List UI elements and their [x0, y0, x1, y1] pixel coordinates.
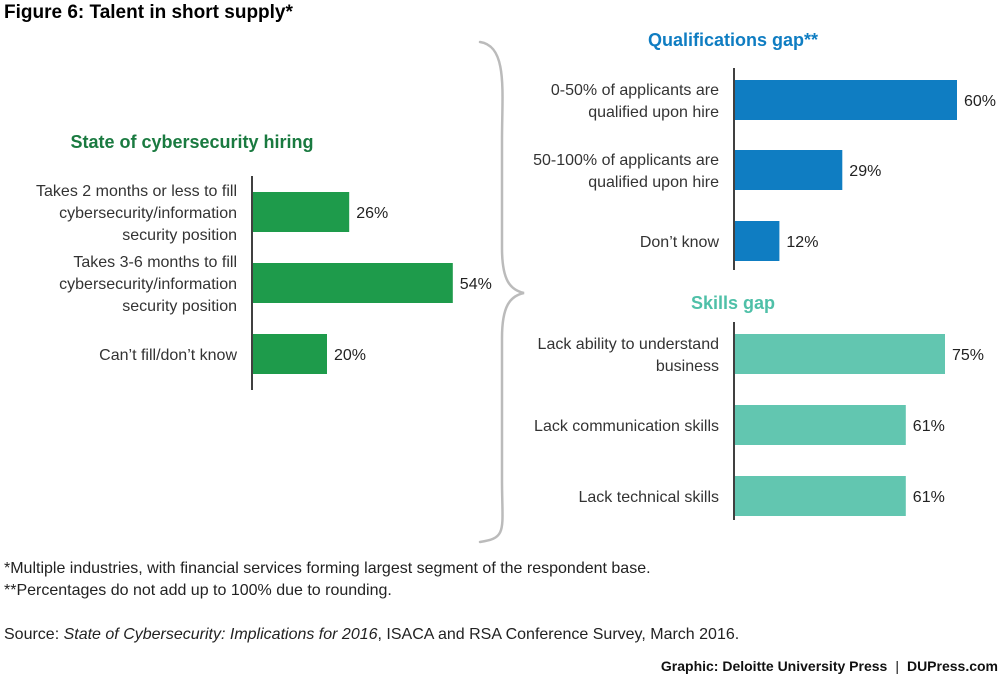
qualifications-category-label-1-line-2: qualified upon hire [588, 104, 719, 121]
skills-category-label-1-line-1: Lack ability to understand [538, 336, 719, 353]
skills-bar-1 [735, 334, 945, 374]
skills-bar-3 [735, 476, 906, 516]
hiring-chart-title: State of cybersecurity hiring [70, 132, 313, 152]
qualifications-data-label-3: 12% [786, 234, 818, 251]
source-prefix: Source: [4, 626, 64, 643]
source-suffix: , ISACA and RSA Conference Survey, March… [377, 626, 740, 643]
graphic-credit: Graphic: Deloitte University Press | DUPre… [661, 658, 998, 674]
skills-chart-title: Skills gap [691, 293, 775, 313]
qualifications-bar-3 [735, 221, 780, 261]
skills-category-label-2-line-1: Lack communication skills [534, 418, 719, 435]
figure-title: Figure 6: Talent in short supply* [4, 2, 293, 23]
skills-data-label-1: 75% [952, 347, 984, 364]
hiring-category-label-2-line-3: security position [122, 298, 237, 315]
qualifications-bar-2 [735, 150, 843, 190]
credit-site: DUPress.com [906, 658, 998, 674]
hiring-category-label-1-line-3: security position [122, 227, 237, 244]
footnote-multiple-industries: *Multiple industries, with financial ser… [4, 560, 651, 577]
hiring-data-label-1: 26% [356, 205, 388, 222]
qualifications-category-label-1-line-1: 0-50% of applicants are [551, 82, 719, 99]
source-title: State of Cybersecurity: Implications for… [63, 626, 378, 643]
hiring-data-label-2: 54% [460, 276, 492, 293]
skills-category-label-1-line-2: business [656, 358, 719, 375]
curly-brace [478, 40, 525, 544]
qualifications-data-label-2: 29% [849, 163, 881, 180]
skills-data-label-2: 61% [913, 418, 945, 435]
hiring-category-label-2-line-2: cybersecurity/information [59, 276, 237, 293]
chart-area: State of cybersecurity hiring 26% Takes 2 … [36, 30, 996, 544]
footnote-rounding: **Percentages do not add up to 100% due … [4, 582, 392, 599]
credit-separator: | [895, 658, 899, 674]
hiring-bar-1 [253, 192, 350, 232]
skills-category-label-3-line-1: Lack technical skills [579, 489, 720, 506]
qualifications-chart-title: Qualifications gap** [648, 30, 818, 50]
skills-data-label-3: 61% [913, 489, 945, 506]
hiring-category-label-1-line-1: Takes 2 months or less to fill [36, 183, 237, 200]
credit-graphic: Graphic: Deloitte University Press [660, 658, 888, 674]
qualifications-data-label-1: 60% [964, 93, 996, 110]
qualifications-category-label-3-line-1: Don’t know [640, 234, 720, 251]
skills-bar-2 [735, 405, 906, 445]
qualifications-bar-1 [735, 80, 957, 120]
hiring-data-label-3: 20% [334, 347, 366, 364]
source-note: Source: State of Cybersecurity: Implicat… [4, 626, 739, 644]
hiring-category-label-3-line-1: Can’t fill/don’t know [99, 347, 237, 364]
hiring-category-label-1-line-2: cybersecurity/information [59, 205, 237, 222]
qualifications-category-label-2-line-2: qualified upon hire [588, 174, 719, 191]
qualifications-category-label-2-line-1: 50-100% of applicants are [533, 152, 719, 169]
hiring-bar-3 [253, 334, 327, 374]
hiring-bar-2 [253, 263, 453, 303]
hiring-category-label-2-line-1: Takes 3-6 months to fill [73, 254, 237, 271]
